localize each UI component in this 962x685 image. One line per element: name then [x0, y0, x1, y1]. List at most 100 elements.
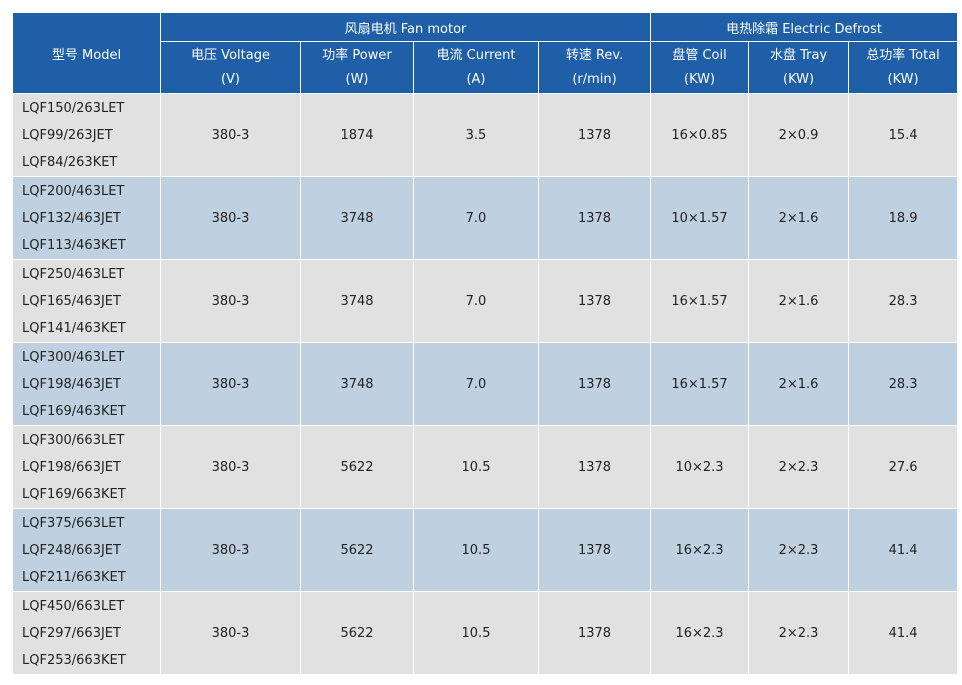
- model-cell: LQF250/463LET LQF165/463JET LQF141/463KET: [12, 259, 161, 343]
- total-cell: 28.3: [848, 342, 959, 426]
- coil-cell: 10×1.57: [650, 176, 750, 260]
- table-body: LQF150/263LET LQF99/263JET LQF84/263KET 38…: [12, 93, 959, 675]
- model-cell: LQF150/263LET LQF99/263JET LQF84/263KET: [12, 93, 161, 177]
- header-label: 电流 Current: [436, 47, 516, 63]
- tray-cell: 2×0.9: [748, 93, 850, 177]
- tray-cell: 2×2.3: [748, 508, 850, 592]
- header-unit: (KW): [684, 71, 716, 87]
- rev-cell: 1378: [537, 93, 652, 177]
- total-cell: 28.3: [848, 259, 959, 343]
- coil-cell: 16×0.85: [650, 93, 750, 177]
- header-current: 电流 Current (A): [413, 41, 539, 94]
- model-name: LQF200/463LET: [22, 183, 125, 199]
- voltage-cell: 380-3: [160, 508, 301, 592]
- rev-cell: 1378: [537, 508, 652, 592]
- rev-cell: 1378: [537, 425, 652, 509]
- current-cell: 7.0: [413, 176, 539, 260]
- rev-cell: 1378: [537, 342, 652, 426]
- header-model: 型号 Model: [12, 12, 161, 94]
- coil-cell: 16×2.3: [650, 508, 750, 592]
- header-column-row: 电压 Voltage (V) 功率 Power (W) 电流 Current (A) …: [13, 41, 959, 94]
- total-cell: 41.4: [848, 591, 959, 675]
- header-unit: (KW): [887, 71, 919, 87]
- tray-cell: 2×2.3: [748, 425, 850, 509]
- table-row: LQF250/463LET LQF165/463JET LQF141/463KET …: [12, 259, 959, 343]
- coil-cell: 16×1.57: [650, 259, 750, 343]
- header-coil: 盘管 Coil (KW): [650, 41, 750, 94]
- model-name: LQF198/663JET: [22, 459, 121, 475]
- header-voltage: 电压 Voltage (V): [160, 41, 301, 94]
- coil-cell: 16×1.57: [650, 342, 750, 426]
- model-name: LQF113/463KET: [22, 237, 126, 253]
- model-cell: LQF300/663LET LQF198/663JET LQF169/663KET: [12, 425, 161, 509]
- tray-cell: 2×1.6: [748, 259, 850, 343]
- header-label: 水盘 Tray: [769, 47, 828, 63]
- model-name: LQF165/463JET: [22, 293, 121, 309]
- model-name: LQF300/663LET: [22, 432, 125, 448]
- model-name: LQF250/463LET: [22, 266, 125, 282]
- model-name: LQF248/663JET: [22, 542, 121, 558]
- header-label: 电压 Voltage: [191, 47, 270, 63]
- current-cell: 10.5: [413, 508, 539, 592]
- model-name: LQF150/263LET: [22, 100, 125, 116]
- model-name: LQF198/463JET: [22, 376, 121, 392]
- header-unit: (KW): [783, 71, 815, 87]
- header-unit: (V): [220, 71, 241, 87]
- power-cell: 3748: [300, 176, 414, 260]
- current-cell: 3.5: [413, 93, 539, 177]
- model-name: LQF84/263KET: [22, 154, 118, 170]
- model-name: LQF253/663KET: [22, 652, 126, 668]
- header-rev: 转速 Rev. (r/min): [537, 41, 652, 94]
- table-row: LQF300/463LET LQF198/463JET LQF169/463KET …: [12, 342, 959, 426]
- header-total: 总功率 Total (KW): [848, 41, 959, 94]
- header-group-row: 型号 Model 风扇电机 Fan motor 电热除霜 Electric De…: [12, 12, 959, 94]
- voltage-cell: 380-3: [160, 591, 301, 675]
- coil-cell: 10×2.3: [650, 425, 750, 509]
- tray-cell: 2×1.6: [748, 176, 850, 260]
- table-row: LQF450/663LET LQF297/663JET LQF253/663KET …: [12, 591, 959, 675]
- table-row: LQF200/463LET LQF132/463JET LQF113/463KET …: [12, 176, 959, 260]
- total-cell: 18.9: [848, 176, 959, 260]
- model-cell: LQF200/463LET LQF132/463JET LQF113/463KET: [12, 176, 161, 260]
- model-name: LQF450/663LET: [22, 598, 125, 614]
- model-name: LQF375/663LET: [22, 515, 125, 531]
- header-power: 功率 Power (W): [300, 41, 414, 94]
- power-cell: 1874: [300, 93, 414, 177]
- model-cell: LQF450/663LET LQF297/663JET LQF253/663KET: [12, 591, 161, 675]
- header-label: 转速 Rev.: [565, 47, 624, 63]
- voltage-cell: 380-3: [160, 93, 301, 177]
- model-name: LQF169/463KET: [22, 403, 126, 419]
- current-cell: 10.5: [413, 591, 539, 675]
- model-cell: LQF300/463LET LQF198/463JET LQF169/463KET: [12, 342, 161, 426]
- header-unit: (W): [345, 71, 369, 87]
- header-unit: (A): [466, 71, 486, 87]
- model-name: LQF211/663KET: [22, 569, 126, 585]
- model-name: LQF141/463KET: [22, 320, 126, 336]
- total-cell: 27.6: [848, 425, 959, 509]
- header-electric-defrost: 电热除霜 Electric Defrost: [650, 12, 959, 42]
- power-cell: 5622: [300, 508, 414, 592]
- table-row: LQF150/263LET LQF99/263JET LQF84/263KET 38…: [12, 93, 959, 177]
- current-cell: 7.0: [413, 342, 539, 426]
- voltage-cell: 380-3: [160, 425, 301, 509]
- tray-cell: 2×1.6: [748, 342, 850, 426]
- total-cell: 15.4: [848, 93, 959, 177]
- rev-cell: 1378: [537, 591, 652, 675]
- voltage-cell: 380-3: [160, 259, 301, 343]
- total-cell: 41.4: [848, 508, 959, 592]
- header-fan-motor: 风扇电机 Fan motor: [159, 12, 652, 42]
- current-cell: 7.0: [413, 259, 539, 343]
- rev-cell: 1378: [537, 259, 652, 343]
- power-cell: 3748: [300, 342, 414, 426]
- header-label: 功率 Power: [322, 47, 392, 63]
- spec-table-container: 型号 Model 风扇电机 Fan motor 电热除霜 Electric De…: [12, 12, 959, 675]
- header-tray: 水盘 Tray (KW): [748, 41, 850, 94]
- model-name: LQF297/663JET: [22, 625, 121, 641]
- header-unit: (r/min): [572, 71, 617, 87]
- model-name: LQF99/263JET: [22, 127, 113, 143]
- header-label: 总功率 Total: [866, 47, 940, 63]
- power-cell: 3748: [300, 259, 414, 343]
- model-name: LQF169/663KET: [22, 486, 126, 502]
- power-cell: 5622: [300, 425, 414, 509]
- voltage-cell: 380-3: [160, 342, 301, 426]
